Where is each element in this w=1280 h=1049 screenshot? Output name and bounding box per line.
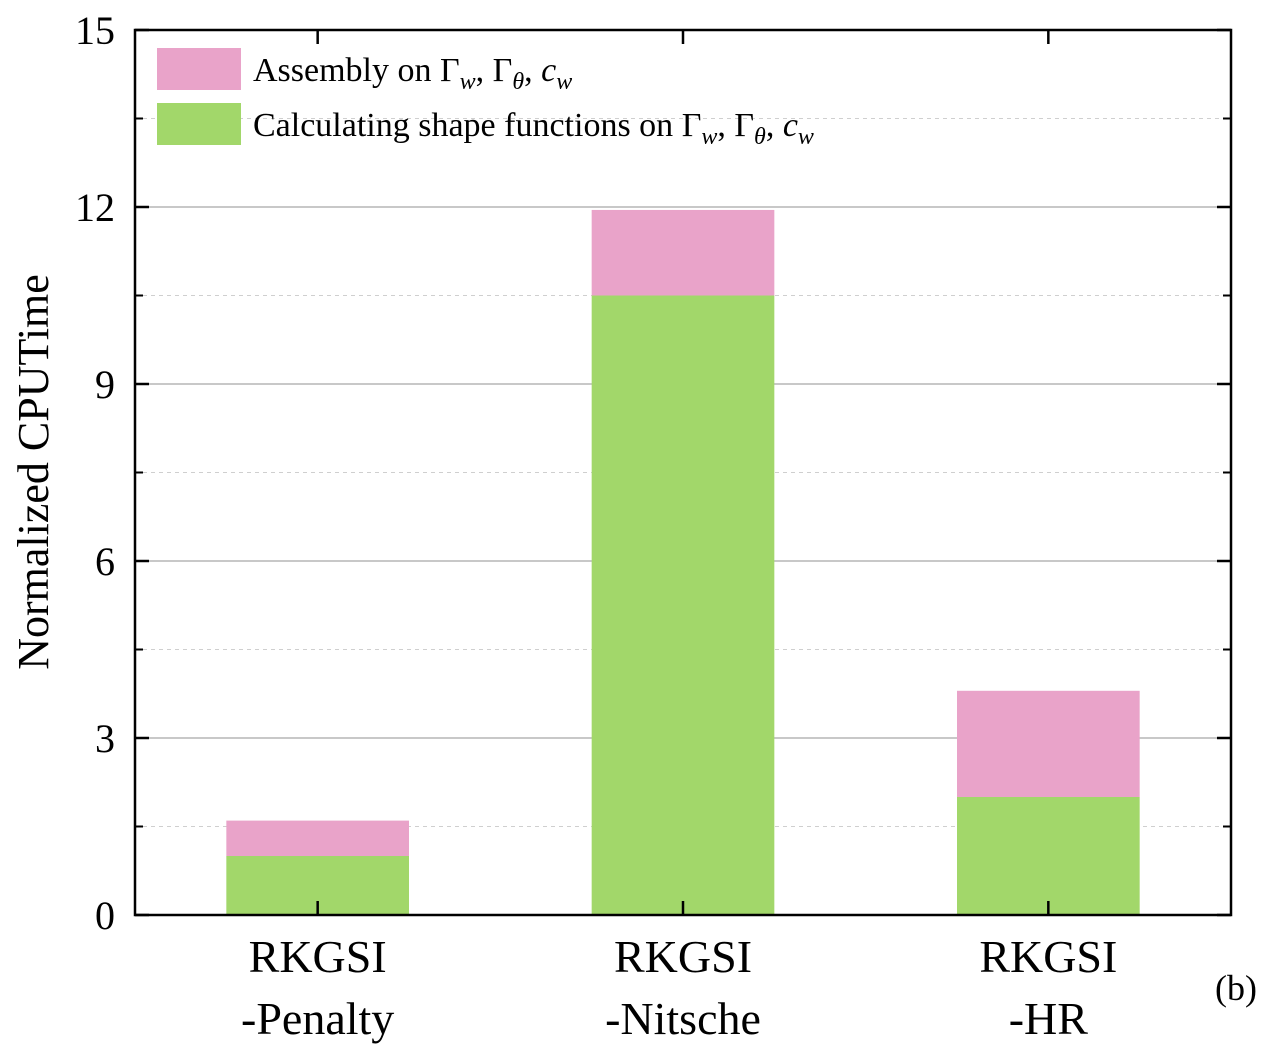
x-category-label-line2: -Penalty: [241, 993, 394, 1044]
axis-ticks: [135, 28, 1231, 917]
bar-segment-assembly: [226, 820, 409, 856]
legend: Assembly on Γw, Γθ, cw Calculating shape …: [157, 48, 814, 150]
x-category-label-line2: -HR: [1009, 993, 1089, 1044]
x-category-label-line2: -Nitsche: [605, 993, 761, 1044]
y-axis-title: Normalized CPUTime: [9, 274, 58, 670]
y-tick-label: 12: [75, 185, 115, 230]
y-tick-label: 15: [75, 8, 115, 53]
bar-segment-shape-functions: [957, 797, 1140, 915]
y-tick-label: 3: [95, 716, 115, 761]
y-tick-label: 9: [95, 362, 115, 407]
legend-label: Calculating shape functions on Γw, Γθ, c…: [253, 107, 814, 150]
bar-segment-assembly: [957, 690, 1140, 797]
y-tick-labels: 0 3 6 9 12 15: [75, 8, 115, 938]
x-category-label-line1: RKGSI: [614, 931, 752, 982]
panel-label: (b): [1215, 968, 1257, 1008]
legend-swatch: [157, 103, 241, 145]
x-category-labels: RKGSI -Penalty RKGSI -Nitsche RKGSI -HR: [241, 931, 1117, 1044]
y-tick-label: 0: [95, 893, 115, 938]
bar-segment-assembly: [591, 209, 775, 296]
y-tick-label: 6: [95, 539, 115, 584]
legend-label: Assembly on Γw, Γθ, cw: [253, 52, 572, 95]
x-category-label-line1: RKGSI: [979, 931, 1117, 982]
legend-swatch: [157, 48, 241, 90]
bar-segment-shape-functions: [591, 295, 775, 915]
x-category-label-line1: RKGSI: [249, 931, 387, 982]
bars: [226, 209, 1140, 915]
